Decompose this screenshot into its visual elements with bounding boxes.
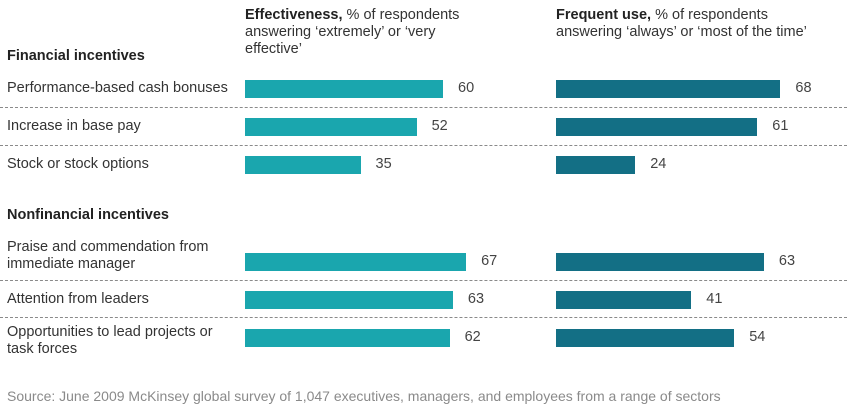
effectiveness-header-bold: Effectiveness, <box>245 7 343 23</box>
frequent-use-header-rest: % of respondents answering ‘always’ or ‘… <box>556 7 807 40</box>
row-label-cash-bonuses: Performance-based cash bonuses <box>7 80 228 97</box>
value-lead-projects-frequent-use: 54 <box>749 329 766 345</box>
frequent-use-header-bold: Frequent use, <box>556 7 652 23</box>
value-lead-projects-effectiveness: 62 <box>464 329 481 345</box>
bar-attention-effectiveness <box>245 291 453 309</box>
row-divider <box>0 145 847 146</box>
value-stock-options-effectiveness: 35 <box>375 156 392 172</box>
bar-lead-projects-effectiveness <box>245 329 450 347</box>
value-base-pay-effectiveness: 52 <box>431 118 448 134</box>
row-label-line: Attention from leaders <box>7 291 149 307</box>
row-label-line: Praise and commendation from <box>7 239 209 255</box>
section-nonfinancial-incentives: Nonfinancial incentives <box>7 207 169 223</box>
row-label-praise: Praise and commendation from immediate m… <box>7 239 209 273</box>
row-divider <box>0 107 847 108</box>
effectiveness-column-header: Effectiveness, % of respondents answerin… <box>245 7 485 58</box>
bar-base-pay-frequent-use <box>556 118 758 136</box>
row-label-line: Stock or stock options <box>7 156 149 172</box>
bar-cash-bonuses-effectiveness <box>245 80 443 98</box>
value-praise-frequent-use: 63 <box>778 253 796 269</box>
row-label-line: Opportunities to lead projects or <box>7 324 213 340</box>
bar-praise-frequent-use <box>556 253 764 271</box>
bar-praise-effectiveness <box>245 253 467 271</box>
row-label-line: task forces <box>7 341 78 357</box>
bar-attention-frequent-use <box>556 291 692 309</box>
row-label-line: immediate manager <box>7 256 136 272</box>
row-divider <box>0 317 847 318</box>
value-cash-bonuses-frequent-use: 68 <box>795 80 812 96</box>
value-cash-bonuses-effectiveness: 60 <box>458 80 475 96</box>
value-attention-effectiveness: 63 <box>467 291 485 307</box>
row-label-attention: Attention from leaders <box>7 291 149 308</box>
bar-lead-projects-frequent-use <box>556 329 735 347</box>
bar-base-pay-effectiveness <box>245 118 417 136</box>
bar-stock-options-effectiveness <box>245 156 361 174</box>
row-label-base-pay: Increase in base pay <box>7 118 141 135</box>
bar-stock-options-frequent-use <box>556 156 636 174</box>
value-base-pay-frequent-use: 61 <box>772 118 789 134</box>
row-label-line: Increase in base pay <box>7 118 141 134</box>
frequent-use-column-header: Frequent use, % of respondents answering… <box>556 7 826 41</box>
effectiveness-header-rest: % of respondents answering ‘extremely’ o… <box>245 7 460 57</box>
value-stock-options-frequent-use: 24 <box>650 156 667 172</box>
row-label-lead-projects: Opportunities to lead projects or task f… <box>7 324 213 358</box>
bar-cash-bonuses-frequent-use <box>556 80 781 98</box>
value-praise-effectiveness: 67 <box>481 253 498 269</box>
source-note: Source: June 2009 McKinsey global survey… <box>7 388 721 404</box>
row-label-line: Performance-based cash bonuses <box>7 80 228 96</box>
section-financial-incentives: Financial incentives <box>7 48 145 64</box>
row-label-stock-options: Stock or stock options <box>7 156 149 173</box>
value-attention-frequent-use: 41 <box>706 291 723 307</box>
row-divider <box>0 280 847 281</box>
